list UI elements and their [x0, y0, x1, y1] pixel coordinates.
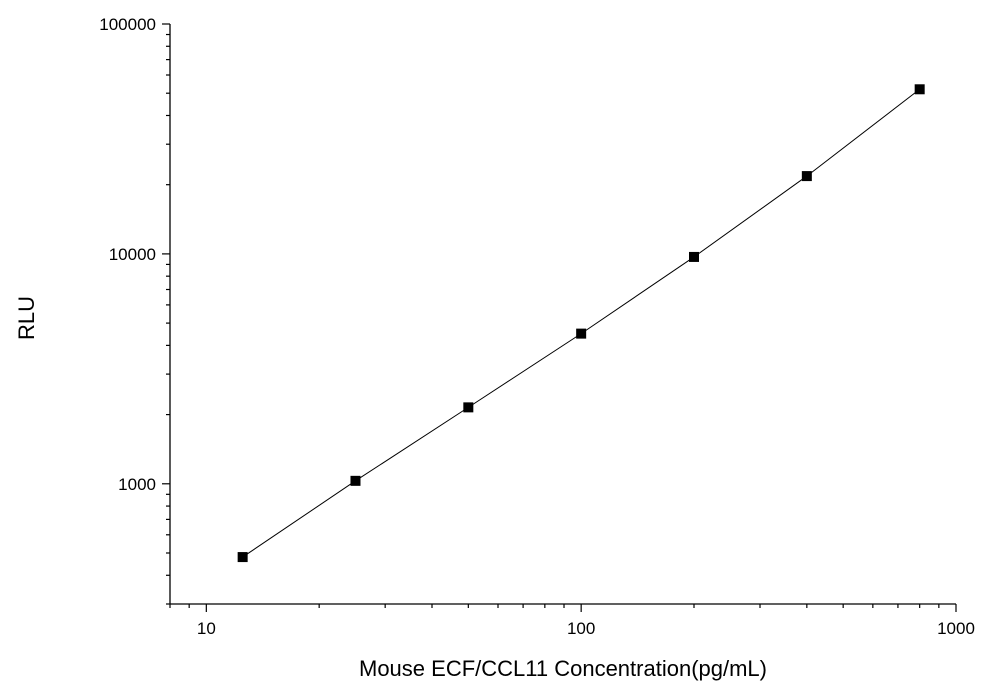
- data-point: [576, 328, 587, 339]
- x-axis-label: Mouse ECF/CCL11 Concentration(pg/mL): [359, 656, 767, 681]
- x-tick-label: 100: [567, 619, 595, 638]
- tick-labels: 10 100 1000 1000 10000 100000: [99, 15, 975, 638]
- data-point: [463, 402, 474, 413]
- series-lines: [242, 88, 920, 558]
- data-point: [914, 84, 925, 95]
- y-tick-label: 10000: [109, 245, 156, 264]
- y-axis-label: RLU: [14, 296, 39, 340]
- data-point: [350, 475, 361, 486]
- ticks: [162, 23, 957, 612]
- data-point: [689, 251, 699, 262]
- y-tick-label: 100000: [99, 15, 156, 34]
- x-tick-label: 1000: [937, 619, 975, 638]
- y-tick-label: 1000: [118, 475, 156, 494]
- x-tick-label: 10: [197, 619, 216, 638]
- data-point: [801, 171, 812, 182]
- axes: [169, 24, 956, 605]
- series-line: [242, 88, 920, 558]
- data-point: [237, 552, 248, 563]
- data-points: [237, 84, 925, 563]
